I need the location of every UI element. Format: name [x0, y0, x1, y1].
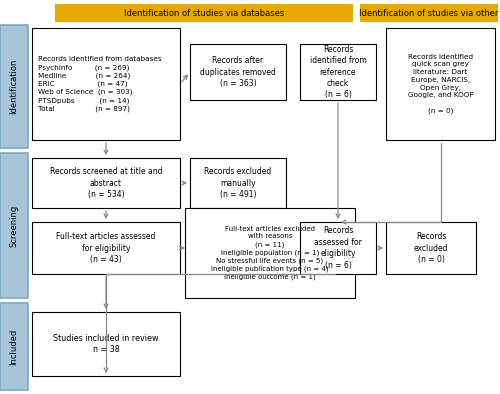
Text: Full-text articles excluded
with reasons
(n = 11)
Ineligible population (n = 1)
: Full-text articles excluded with reasons…	[211, 225, 329, 281]
Bar	[32, 312, 180, 376]
Text: Records
identified from
reference
check
(n = 6): Records identified from reference check …	[310, 45, 366, 99]
Text: Screening: Screening	[10, 204, 18, 247]
Bar	[360, 4, 498, 22]
Bar	[386, 222, 476, 274]
Text: Records
assessed for
eligibility
(n = 6): Records assessed for eligibility (n = 6)	[314, 226, 362, 269]
Text: Records excluded
manually
(n = 491): Records excluded manually (n = 491)	[204, 167, 272, 199]
Text: Included: Included	[10, 328, 18, 364]
Text: Records screened at title and
abstract
(n = 534): Records screened at title and abstract (…	[50, 167, 162, 199]
Text: Records after
duplicates removed
(n = 363): Records after duplicates removed (n = 36…	[200, 56, 276, 88]
Bar	[32, 28, 180, 140]
Bar	[185, 208, 355, 298]
Bar	[190, 44, 286, 100]
Bar	[32, 222, 180, 274]
Text: Full-text articles assessed
for eligibility
(n = 43): Full-text articles assessed for eligibil…	[56, 232, 156, 264]
Bar	[0, 303, 28, 390]
Text: Records identified
quick scan grey
literature: Dart
Europe, NARCIS,
Open Grey,
G: Records identified quick scan grey liter…	[408, 54, 474, 114]
Bar	[300, 222, 376, 274]
Text: Records
excluded
(n = 0): Records excluded (n = 0)	[414, 232, 448, 264]
Bar	[190, 158, 286, 208]
Text: Identification: Identification	[10, 59, 18, 114]
Text: Identification of studies via other: Identification of studies via other	[360, 9, 498, 17]
Bar	[32, 158, 180, 208]
Bar	[300, 44, 376, 100]
Bar	[386, 28, 495, 140]
Bar	[55, 4, 353, 22]
Text: Studies included in review
n = 38: Studies included in review n = 38	[53, 334, 159, 354]
Bar	[0, 153, 28, 298]
Bar	[0, 25, 28, 148]
Text: Identification of studies via databases: Identification of studies via databases	[124, 9, 284, 17]
Text: Records identified from databases
PsychInfo          (n = 269)
Medline          : Records identified from databases PsychI…	[38, 56, 162, 112]
